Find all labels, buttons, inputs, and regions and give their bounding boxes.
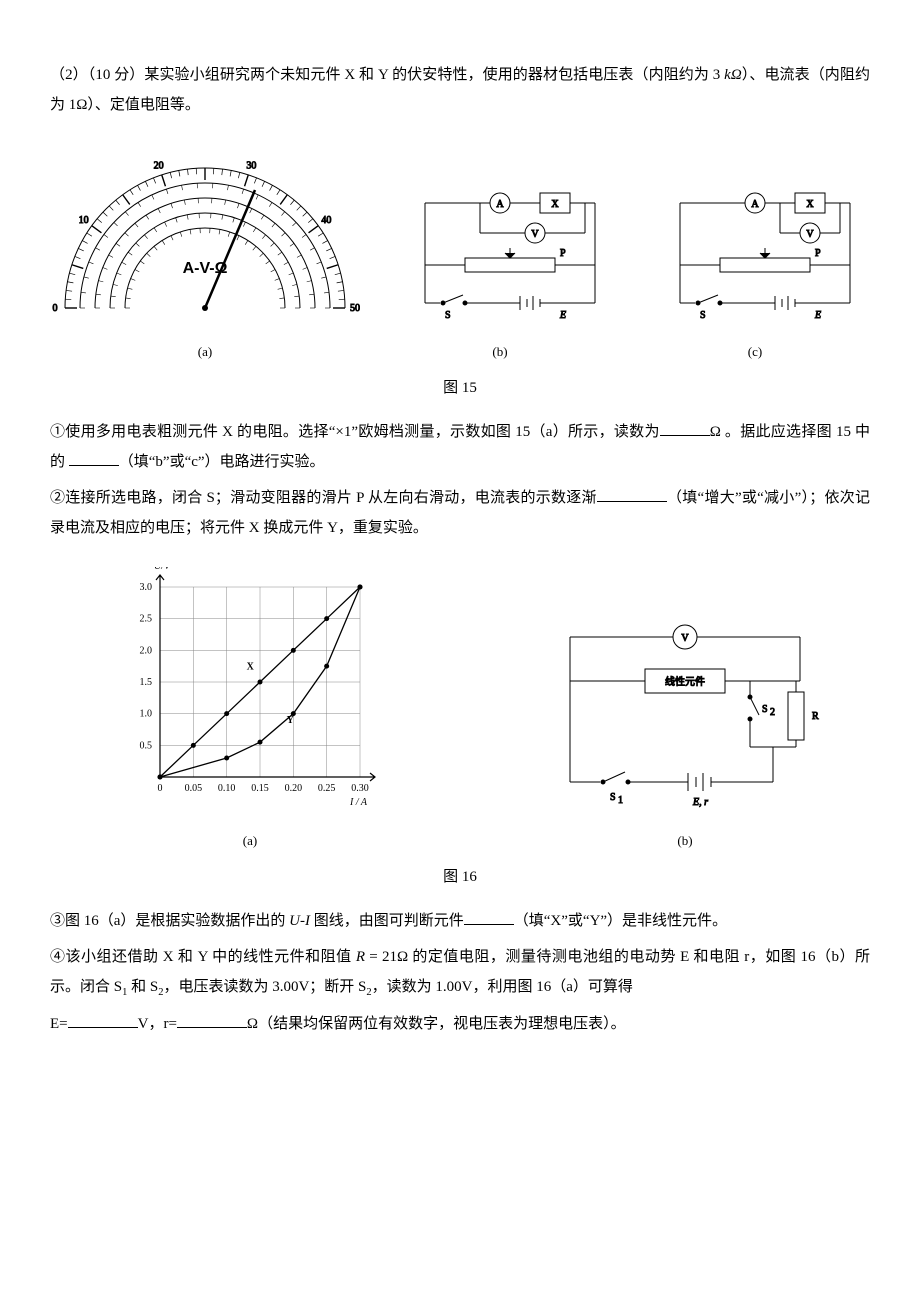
svg-text:S: S [445,310,451,321]
svg-text:X: X [806,199,814,210]
svg-text:R: R [812,711,819,722]
svg-text:V: V [681,633,689,644]
q2-intro: （2）（10 分）某实验小组研究两个未知元件 X 和 Y 的伏安特性，使用的器材… [50,60,870,120]
fig15b-label: (b) [385,339,615,365]
svg-text:0.25: 0.25 [318,783,336,794]
svg-text:E, r: E, r [692,797,708,808]
figure-16-row: 0 0.05 0.10 0.15 0.20 0.25 0.30 0.5 1.0 1.5 2.0 2.5… [50,567,870,854]
item-4-answers: E=V，r=Ω（结果均保留两位有效数字，视电压表为理想电压表）。 [50,1009,870,1039]
svg-text:Y: Y [287,715,295,726]
blank-direction[interactable] [597,486,667,502]
chart-panel: 0 0.05 0.10 0.15 0.20 0.25 0.30 0.5 1.0 1.5 2.0 2.5… [110,567,390,854]
multimeter-svg: 0 10 20 30 40 50 A-V-Ω [50,138,360,328]
blank-circuit[interactable] [69,450,119,466]
item-3: ③图 16（a）是根据实验数据作出的 U-I 图线，由图可判断元件（填“X”或“… [50,906,870,936]
svg-text:40: 40 [321,215,331,226]
circuit-16b-svg: V 线性元件 S2 R S1 [530,607,840,817]
svg-text:2: 2 [770,707,775,718]
fig15a-label: (a) [50,339,360,365]
text: （2）（10 分）某实验小组研究两个未知元件 X 和 Y 的伏安特性，使用的器材… [50,67,724,83]
svg-text:0.10: 0.10 [218,783,236,794]
svg-text:10: 10 [79,215,89,226]
svg-text:0.30: 0.30 [351,783,369,794]
svg-text:U/V: U/V [154,567,172,572]
svg-text:S: S [610,792,616,803]
blank-reading[interactable] [660,420,710,436]
circuit-c: A X V P S E (c) [640,178,870,365]
blank-r[interactable] [177,1012,247,1028]
svg-text:50: 50 [350,303,360,314]
item-1: ①使用多用电表粗测元件 X 的电阻。选择“×1”欧姆档测量，示数如图 15（a）… [50,417,870,477]
fig16-caption: 图 16 [50,862,870,892]
fig16b-label: (b) [530,828,840,854]
svg-text:E: E [814,310,821,321]
svg-text:S: S [762,704,768,715]
svg-text:X: X [247,661,255,672]
svg-text:V: V [531,229,539,240]
svg-text:1: 1 [618,795,623,806]
svg-text:3.0: 3.0 [140,582,153,593]
svg-text:2.0: 2.0 [140,645,153,656]
fig16a-label: (a) [110,828,390,854]
svg-text:A: A [751,199,759,210]
svg-text:2.5: 2.5 [140,614,153,625]
blank-nonlinear[interactable] [464,909,514,925]
multimeter-label: A-V-Ω [183,260,228,277]
svg-text:0.20: 0.20 [285,783,303,794]
fig15-caption: 图 15 [50,373,870,403]
svg-text:0: 0 [53,303,58,314]
fig15c-label: (c) [640,339,870,365]
svg-text:P: P [815,248,821,259]
svg-text:S: S [700,310,706,321]
ui-chart-svg: 0 0.05 0.10 0.15 0.20 0.25 0.30 0.5 1.0 1.5 2.0 2.5… [110,567,390,817]
text: ）、定值电阻等。 [87,97,200,113]
svg-text:V: V [806,229,814,240]
circuit-b-svg: A X V P S E [385,178,615,328]
multimeter-panel: 0 10 20 30 40 50 A-V-Ω (a) [50,138,360,365]
svg-text:X: X [551,199,559,210]
svg-text:0.05: 0.05 [185,783,203,794]
svg-text:1.0: 1.0 [140,709,153,720]
unit-kohm: kΩ [724,67,742,83]
svg-text:E: E [559,310,566,321]
svg-text:30: 30 [246,160,256,171]
item-4: ④该小组还借助 X 和 Y 中的线性元件和阻值 R = 21Ω 的定值电阻，测量… [50,942,870,1003]
svg-text:0.5: 0.5 [140,740,153,751]
svg-text:1.5: 1.5 [140,677,153,688]
svg-text:A: A [496,199,504,210]
svg-text:I / A: I / A [349,797,368,808]
unit-ohm: Ω [76,97,87,113]
svg-text:0.15: 0.15 [251,783,269,794]
svg-text:P: P [560,248,566,259]
circuit-b: A X V P S E (b) [385,178,615,365]
figure-15-row: 0 10 20 30 40 50 A-V-Ω (a) A X V P [50,138,870,365]
blank-E[interactable] [68,1012,138,1028]
item-2: ②连接所选电路，闭合 S；滑动变阻器的滑片 P 从左向右滑动，电流表的示数逐渐（… [50,483,870,543]
svg-text:0: 0 [158,783,163,794]
svg-text:20: 20 [154,160,164,171]
circuit-c-svg: A X V P S E [640,178,870,328]
circuit-16b: V 线性元件 S2 R S1 [530,607,840,854]
svg-text:线性元件: 线性元件 [665,675,705,688]
